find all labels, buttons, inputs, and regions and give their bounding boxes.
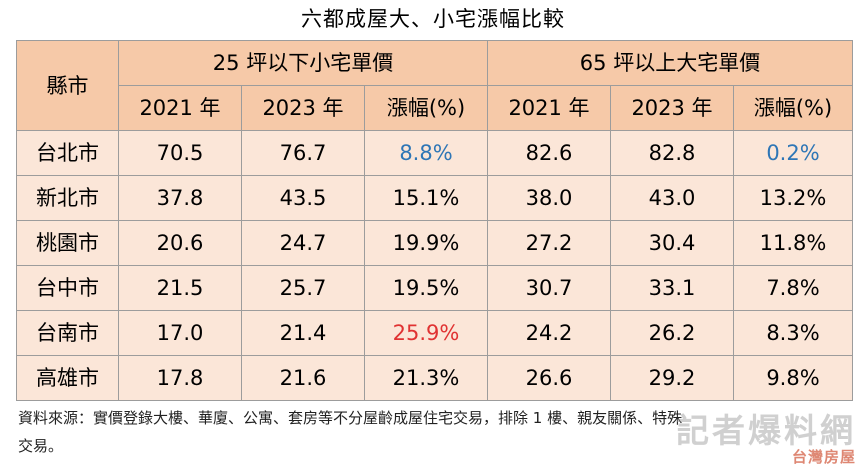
large-2021-cell: 27.2 <box>487 220 611 266</box>
small-2023-cell: 21.6 <box>241 355 365 401</box>
large-2023-cell: 26.2 <box>610 310 734 356</box>
large-unit-group-header: 65 坪以上大宅單價 <box>487 40 853 86</box>
table-row: 台中市 21.5 25.7 19.5% 30.7 33.1 7.8% <box>16 265 853 311</box>
large-2021-cell: 30.7 <box>487 265 611 311</box>
source-note: 資料來源：實價登錄大樓、華廈、公寓、套房等不分屋齡成屋住宅交易，排除 1 樓、親… <box>18 404 818 460</box>
small-2021-cell: 37.8 <box>118 175 242 221</box>
large-change-cell: 8.3% <box>733 310 853 356</box>
table-row: 桃園市 20.6 24.7 19.9% 27.2 30.4 11.8% <box>16 220 853 266</box>
table-row: 新北市 37.8 43.5 15.1% 38.0 43.0 13.2% <box>16 175 853 221</box>
large-2023-header: 2023 年 <box>610 85 734 131</box>
city-cell: 台北市 <box>16 130 119 176</box>
sub-header-row: 2021 年 2023 年 漲幅(%) 2021 年 2023 年 漲幅(%) <box>17 85 853 131</box>
large-2023-cell: 43.0 <box>610 175 734 221</box>
small-change-cell: 19.9% <box>364 220 488 266</box>
small-2023-cell: 21.4 <box>241 310 365 356</box>
source-note-line: 資料來源：實價登錄大樓、華廈、公寓、套房等不分屋齡成屋住宅交易，排除 1 樓、親… <box>18 409 683 427</box>
small-2021-cell: 17.0 <box>118 310 242 356</box>
table-row: 高雄市 17.8 21.6 21.3% 26.6 29.2 9.8% <box>16 355 853 401</box>
small-change-cell: 25.9% <box>364 310 488 356</box>
small-2021-cell: 21.5 <box>118 265 242 311</box>
small-change-header: 漲幅(%) <box>364 85 488 131</box>
source-note-line: 交易。 <box>18 437 64 455</box>
watermark: 記者爆料網 台灣房屋 <box>598 412 860 468</box>
small-2023-cell: 24.7 <box>241 220 365 266</box>
large-2023-cell: 33.1 <box>610 265 734 311</box>
city-cell: 台中市 <box>16 265 119 311</box>
large-change-cell: 9.8% <box>733 355 853 401</box>
small-2023-cell: 43.5 <box>241 175 365 221</box>
small-change-cell: 21.3% <box>364 355 488 401</box>
watermark-text: 記者爆料網 <box>676 411 856 450</box>
city-cell: 桃園市 <box>16 220 119 266</box>
table-title: 六都成屋大、小宅漲幅比較 <box>301 7 565 31</box>
large-2021-cell: 82.6 <box>487 130 611 176</box>
large-2023-cell: 82.8 <box>610 130 734 176</box>
watermark-logo-text: 台灣房屋 <box>791 448 856 466</box>
city-cell: 高雄市 <box>16 355 119 401</box>
small-change-cell: 19.5% <box>364 265 488 311</box>
small-unit-group-header: 25 坪以下小宅單價 <box>118 40 488 86</box>
large-2021-header: 2021 年 <box>487 85 611 131</box>
small-2023-header: 2023 年 <box>241 85 365 131</box>
group-header-row: 縣市 25 坪以下小宅單價 65 坪以上大宅單價 <box>16 40 853 131</box>
small-2023-cell: 25.7 <box>241 265 365 311</box>
large-change-cell: 7.8% <box>733 265 853 311</box>
city-cell: 新北市 <box>16 175 119 221</box>
large-2021-cell: 26.6 <box>487 355 611 401</box>
table-row: 台北市 70.5 76.7 8.8% 82.6 82.8 0.2% <box>16 130 853 176</box>
small-2021-cell: 70.5 <box>118 130 242 176</box>
small-2021-cell: 17.8 <box>118 355 242 401</box>
large-change-cell: 11.8% <box>733 220 853 266</box>
small-change-cell: 15.1% <box>364 175 488 221</box>
small-2023-cell: 76.7 <box>241 130 365 176</box>
large-change-cell: 0.2% <box>733 130 853 176</box>
large-2023-cell: 30.4 <box>610 220 734 266</box>
large-change-cell: 13.2% <box>733 175 853 221</box>
table-row: 台南市 17.0 21.4 25.9% 24.2 26.2 8.3% <box>16 310 853 356</box>
large-change-header: 漲幅(%) <box>733 85 853 131</box>
city-column-header: 縣市 <box>16 40 119 131</box>
large-2021-cell: 38.0 <box>487 175 611 221</box>
city-cell: 台南市 <box>16 310 119 356</box>
small-2021-cell: 20.6 <box>118 220 242 266</box>
price-comparison-table: 縣市 25 坪以下小宅單價 65 坪以上大宅單價 2021 年 2023 年 漲… <box>16 40 853 401</box>
small-2021-header: 2021 年 <box>118 85 242 131</box>
small-change-cell: 8.8% <box>364 130 488 176</box>
large-2023-cell: 29.2 <box>610 355 734 401</box>
large-2021-cell: 24.2 <box>487 310 611 356</box>
